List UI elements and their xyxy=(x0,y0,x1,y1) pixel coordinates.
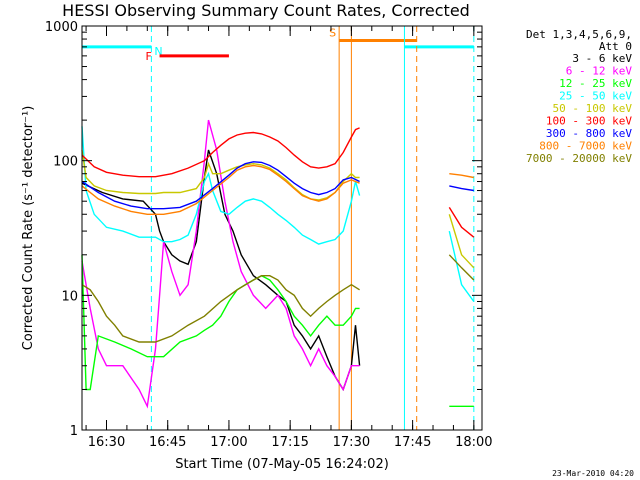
series-line-800-7000-kev xyxy=(81,164,360,216)
legend-entry-800-7000-kev: 800 - 7000 keV xyxy=(539,140,632,153)
x-axis-ticks: 16:30 16:45 17:00 17:15 17:30 17:45 18:00 xyxy=(85,26,493,450)
plot-frame xyxy=(81,25,483,431)
series-late-300-800-kev xyxy=(449,185,474,192)
series-line-25-50-kev xyxy=(81,126,361,245)
legend-entry-300-800-kev: 300 - 800 keV xyxy=(546,127,632,140)
y-tick-label: 1000 xyxy=(45,20,78,35)
flag-label-s: S xyxy=(329,27,336,40)
series-line-6-12-kev xyxy=(81,119,360,409)
series-late-50-100-kev xyxy=(448,214,475,269)
series-late-100-300-kev xyxy=(448,207,475,238)
plot-timestamp: 23-Mar-2010 04:20 xyxy=(552,469,634,478)
legend-entry-3-6-kev: 3 - 6 keV xyxy=(572,52,632,65)
y-axis-label: Corrected Count Rate (s⁻¹ detector⁻¹) xyxy=(21,106,36,351)
y-tick-label: 1 xyxy=(70,424,78,439)
x-tick-label: 17:15 xyxy=(271,435,308,450)
legend-entry-7000-20000-kev: 7000 - 20000 keV xyxy=(526,152,632,165)
x-tick-label: 16:45 xyxy=(149,435,186,450)
legend-header-line-1: Det 1,3,4,5,6,9, xyxy=(526,28,632,41)
series-lines xyxy=(81,119,475,409)
chart-title: HESSI Observing Summary Count Rates, Cor… xyxy=(62,1,470,20)
legend-entry-25-50-kev: 25 - 50 keV xyxy=(559,90,632,103)
vertical-markers xyxy=(150,26,475,430)
x-tick-label: 18:00 xyxy=(455,435,492,450)
flag-label-f: F xyxy=(146,50,152,63)
series-line-300-800-kev xyxy=(81,161,360,210)
series-late-800-7000-kev xyxy=(449,173,474,179)
flag-label-n: N xyxy=(154,45,162,58)
series-late-7000-20000-kev xyxy=(448,254,475,281)
flag-bars: NF S xyxy=(82,27,474,63)
x-tick-label: 16:30 xyxy=(88,435,125,450)
x-axis-label: Start Time (07-May-05 16:24:02) xyxy=(175,457,389,472)
series-line-3-6-kev xyxy=(81,149,361,392)
x-tick-label: 17:00 xyxy=(210,435,247,450)
series-late-25-50-kev xyxy=(448,230,475,302)
legend-header-line-2: Att 0 xyxy=(599,40,632,53)
series-line-7000-20000-kev xyxy=(81,275,360,343)
y-tick-label: 100 xyxy=(53,155,78,170)
y-axis-ticks: 1 10 100 1000 xyxy=(45,20,482,439)
legend-entry-12-25-kev: 12 - 25 keV xyxy=(559,77,632,90)
legend-entry-6-12-kev: 6 - 12 keV xyxy=(566,65,633,78)
legend-entry-100-300-kev: 100 - 300 keV xyxy=(546,115,632,128)
series-line-12-25-kev xyxy=(81,254,360,391)
x-tick-label: 17:30 xyxy=(333,435,370,450)
y-tick-label: 10 xyxy=(61,289,78,304)
x-tick-label: 17:45 xyxy=(394,435,431,450)
legend-entry-50-100-kev: 50 - 100 keV xyxy=(553,102,633,115)
series-line-100-300-kev xyxy=(81,127,360,178)
